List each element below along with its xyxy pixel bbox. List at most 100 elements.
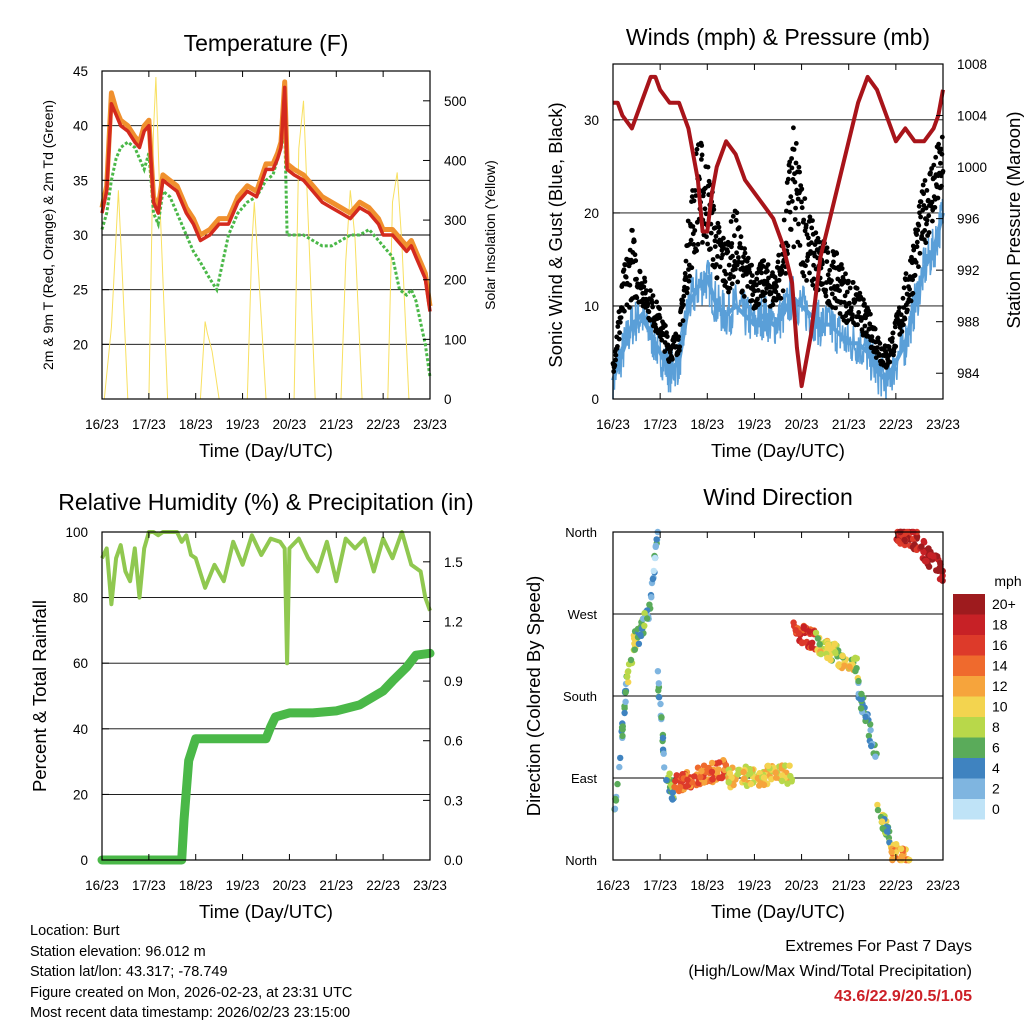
gust-point bbox=[806, 235, 811, 241]
direction-point bbox=[747, 780, 755, 788]
wind-direction-ylabel: Direction (Colored By Speed) bbox=[523, 576, 544, 817]
direction-point bbox=[659, 734, 667, 742]
gust-point bbox=[687, 241, 693, 247]
gust-point bbox=[905, 307, 910, 313]
recent-data-timestamp: Most recent data timestamp: 2026/02/23 2… bbox=[30, 1005, 351, 1022]
x-tick-label: 16/23 bbox=[596, 878, 630, 893]
direction-point bbox=[936, 575, 944, 583]
humidity-ticks: 16/23 17/23 18/23 19/23 20/23 21/23 22/23 23/23… bbox=[65, 525, 462, 893]
station-latlon: Station lat/lon: 43.317; -78.749 bbox=[30, 964, 228, 981]
gust-point bbox=[663, 323, 668, 329]
gust-point bbox=[695, 241, 701, 247]
y-tick-label: 20 bbox=[73, 787, 88, 802]
gust-point bbox=[901, 285, 907, 291]
gust-point bbox=[677, 322, 683, 327]
direction-point bbox=[832, 649, 839, 656]
gust-point bbox=[632, 252, 638, 258]
colorbar-swatch bbox=[953, 717, 985, 738]
gust-point bbox=[910, 290, 916, 296]
gust-point bbox=[762, 298, 768, 304]
direction-point bbox=[655, 680, 662, 687]
gust-point bbox=[883, 350, 889, 356]
gust-point bbox=[732, 233, 737, 239]
direction-point bbox=[650, 567, 657, 575]
gust-point bbox=[893, 344, 899, 349]
gust-point bbox=[791, 244, 797, 250]
direction-point bbox=[786, 762, 793, 769]
direction-point bbox=[631, 646, 638, 653]
gust-point bbox=[855, 322, 860, 328]
temperature-xlabel: Time (Day/UTC) bbox=[199, 440, 333, 461]
gust-point bbox=[630, 228, 635, 233]
gust-point bbox=[617, 319, 623, 325]
gust-point bbox=[843, 271, 848, 277]
temp-2m-line bbox=[100, 85, 432, 312]
gust-point bbox=[903, 271, 909, 276]
gust-point bbox=[922, 178, 928, 183]
temperature-series bbox=[99, 76, 433, 400]
gust-point bbox=[755, 296, 760, 302]
colorbar-label: 20+ bbox=[992, 596, 1016, 612]
gust-point bbox=[861, 297, 866, 302]
gust-point bbox=[810, 282, 816, 288]
direction-point bbox=[790, 619, 797, 626]
gust-point bbox=[699, 152, 705, 158]
gust-point bbox=[717, 264, 723, 270]
direction-point bbox=[627, 656, 635, 664]
gust-point bbox=[823, 287, 829, 293]
x-tick-label: 20/23 bbox=[785, 417, 819, 432]
gust-point bbox=[862, 301, 867, 307]
gust-point bbox=[774, 284, 779, 289]
x-tick-label: 20/23 bbox=[273, 878, 307, 893]
y2-tick-label: 100 bbox=[444, 332, 467, 347]
gust-point bbox=[779, 268, 785, 274]
direction-point bbox=[658, 714, 665, 721]
direction-point bbox=[691, 773, 698, 780]
direction-point bbox=[709, 775, 716, 783]
gust-point bbox=[721, 235, 726, 241]
gust-point bbox=[907, 286, 912, 292]
direction-point bbox=[872, 753, 879, 760]
direction-point bbox=[862, 713, 869, 721]
direction-point bbox=[740, 768, 747, 776]
gust-point bbox=[733, 217, 739, 223]
gust-point bbox=[754, 276, 760, 282]
direction-point bbox=[730, 781, 737, 789]
x-tick-label: 16/23 bbox=[596, 417, 630, 432]
direction-point bbox=[853, 655, 860, 662]
y-tick-label: 40 bbox=[73, 119, 88, 134]
y-tick-label: 45 bbox=[73, 64, 88, 79]
gust-point bbox=[785, 176, 791, 182]
temperature-ticks: 16/23 17/23 18/23 19/23 20/23 21/23 22/23 23/23… bbox=[73, 64, 467, 432]
direction-point bbox=[617, 754, 624, 762]
gust-point bbox=[778, 295, 784, 301]
x-tick-label: 23/23 bbox=[926, 878, 960, 893]
gust-point bbox=[917, 250, 923, 256]
direction-point bbox=[846, 663, 853, 670]
gust-point bbox=[926, 230, 932, 235]
direction-point bbox=[798, 639, 806, 647]
gust-point bbox=[741, 294, 747, 299]
colorbar-label: 0 bbox=[992, 801, 1000, 817]
gust-point bbox=[687, 273, 692, 279]
x-tick-label: 22/23 bbox=[879, 878, 913, 893]
pressure-ylabel: Station Pressure (Maroon) bbox=[1003, 112, 1024, 329]
gust-point bbox=[887, 359, 893, 365]
gust-point bbox=[844, 289, 850, 295]
gust-point bbox=[898, 312, 904, 318]
direction-point bbox=[637, 631, 644, 639]
gust-point bbox=[677, 344, 683, 350]
gust-point bbox=[622, 262, 628, 268]
gust-point bbox=[694, 248, 699, 254]
gust-point bbox=[720, 252, 725, 258]
x-tick-label: 19/23 bbox=[226, 878, 260, 893]
direction-point bbox=[855, 677, 862, 685]
gust-point bbox=[936, 141, 941, 147]
gust-point bbox=[801, 273, 807, 279]
gust-point bbox=[621, 267, 627, 273]
gust-point bbox=[716, 229, 722, 235]
gust-point bbox=[924, 221, 929, 227]
gust-point bbox=[842, 300, 847, 305]
gust-point bbox=[801, 217, 807, 223]
